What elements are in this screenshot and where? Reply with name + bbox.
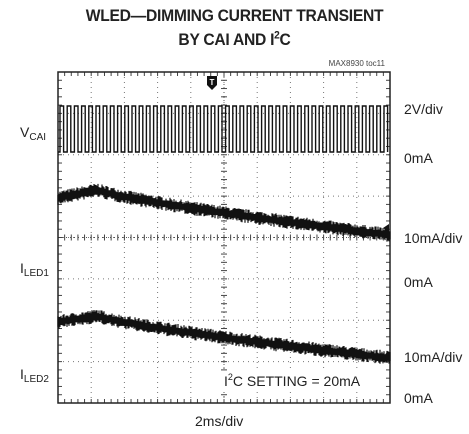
trigger-marker-label: T	[210, 78, 215, 87]
channel-label-iled1-sub: LED1	[23, 268, 49, 279]
annotation-prefix: I	[224, 373, 228, 389]
title-line2-prefix: BY CAI AND I	[178, 30, 275, 49]
scale-label-vcai: 2V/div	[404, 101, 443, 117]
zero-label-iled1: 0mA	[404, 274, 433, 290]
channel-ref-arrow-icon	[383, 224, 389, 232]
zero-label-iled2: 0mA	[404, 390, 433, 406]
channel-label-iled1: ILED1	[20, 260, 49, 279]
x-axis-label: 2ms/div	[195, 413, 244, 429]
vcai-pulse-trace	[58, 105, 389, 153]
title-line2-suffix: C	[279, 30, 291, 49]
channel-label-iled2-base: I	[20, 366, 24, 382]
annotation-sup: 2	[227, 372, 233, 382]
title-line2-sup: 2	[274, 29, 280, 42]
zero-label-vcai: 0mA	[404, 150, 433, 166]
scale-label-iled1: 10mA/div	[404, 230, 463, 246]
channel-label-iled1-base: I	[20, 260, 24, 276]
channel-label-iled2-sub: LED2	[23, 374, 49, 385]
iled2-trace	[57, 310, 391, 364]
chart-title-line1: WLED—DIMMING CURRENT TRANSIENT	[85, 6, 384, 25]
annotation-suffix: C SETTING = 20mA	[232, 373, 361, 389]
channel-label-vcai-base: V	[20, 124, 30, 140]
chart-title-line2: BY CAI AND I2C	[19, 30, 450, 50]
channel-label-vcai: VCAI	[20, 124, 47, 143]
trigger-marker-icon	[207, 76, 217, 90]
channel-label-iled2: ILED2	[20, 366, 49, 385]
iled1-trace	[57, 183, 391, 242]
i2c-setting-annotation: I2C SETTING = 20mA	[220, 372, 365, 390]
doc-id: MAX8930 toc11	[328, 59, 385, 68]
scale-label-iled2: 10mA/div	[404, 349, 463, 365]
channel-label-vcai-sub: CAI	[29, 132, 47, 143]
